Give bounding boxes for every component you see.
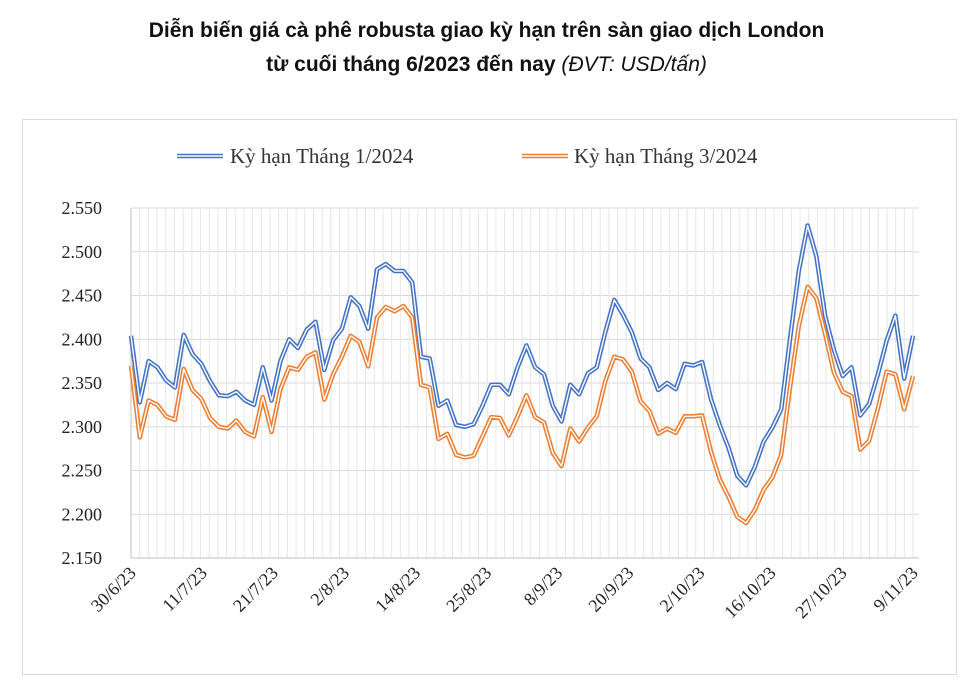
- series-lines: [128, 223, 916, 526]
- x-tick-label: 21/7/23: [229, 563, 282, 616]
- x-axis: 30/6/23 11/7/23 21/7/23 2/8/23 14/8/23 25/8/2…: [87, 563, 922, 622]
- y-tick-label: 2.350: [62, 373, 103, 393]
- x-tick-label: 25/8/23: [442, 563, 495, 616]
- x-tick-label: 14/8/23: [371, 563, 424, 616]
- x-tick-label: 20/9/23: [584, 563, 637, 616]
- x-tick-label: 11/7/23: [158, 563, 211, 616]
- y-tick-label: 2.200: [62, 504, 103, 524]
- x-tick-label: 9/11/23: [869, 563, 922, 616]
- x-tick-label: 8/9/23: [520, 563, 567, 610]
- legend-label-1: Kỳ hạn Tháng 1/2024: [230, 144, 414, 168]
- chart-title-unit: (ĐVT: USD/tấn): [561, 53, 707, 76]
- y-axis: 2.150 2.200 2.250 2.300 2.350 2.400 2.450 2.500…: [62, 198, 103, 568]
- x-tick-label: 2/8/23: [306, 563, 353, 610]
- y-tick-label: 2.500: [62, 242, 103, 262]
- y-tick-label: 2.300: [62, 417, 103, 437]
- chart-title-line1: Diễn biến giá cà phê robusta giao kỳ hạn…: [148, 19, 825, 42]
- chart-title: Diễn biến giá cà phê robusta giao kỳ hạn…: [0, 14, 973, 82]
- y-tick-label: 2.150: [62, 548, 103, 568]
- chart-area: [22, 119, 957, 675]
- x-tick-label: 27/10/23: [791, 563, 850, 622]
- x-tick-label: 16/10/23: [720, 563, 779, 622]
- x-tick-label: 30/6/23: [87, 563, 140, 616]
- y-tick-label: 2.250: [62, 461, 103, 481]
- chart-title-line2: từ cuối tháng 6/2023 đến nay (ĐVT: USD/t…: [0, 48, 973, 82]
- x-tick-label: 2/10/23: [656, 563, 709, 616]
- y-tick-label: 2.450: [62, 286, 103, 306]
- series-line-2-inner: [130, 286, 914, 524]
- series-line-1-inner: [130, 224, 914, 487]
- chart-title-period: từ cuối tháng 6/2023 đến nay: [266, 53, 556, 76]
- y-tick-label: 2.400: [62, 329, 103, 349]
- y-tick-label: 2.550: [62, 198, 103, 218]
- legend-label-2: Kỳ hạn Tháng 3/2024: [574, 144, 758, 168]
- legend: Kỳ hạn Tháng 1/2024 Kỳ hạn Tháng 3/2024: [177, 144, 758, 168]
